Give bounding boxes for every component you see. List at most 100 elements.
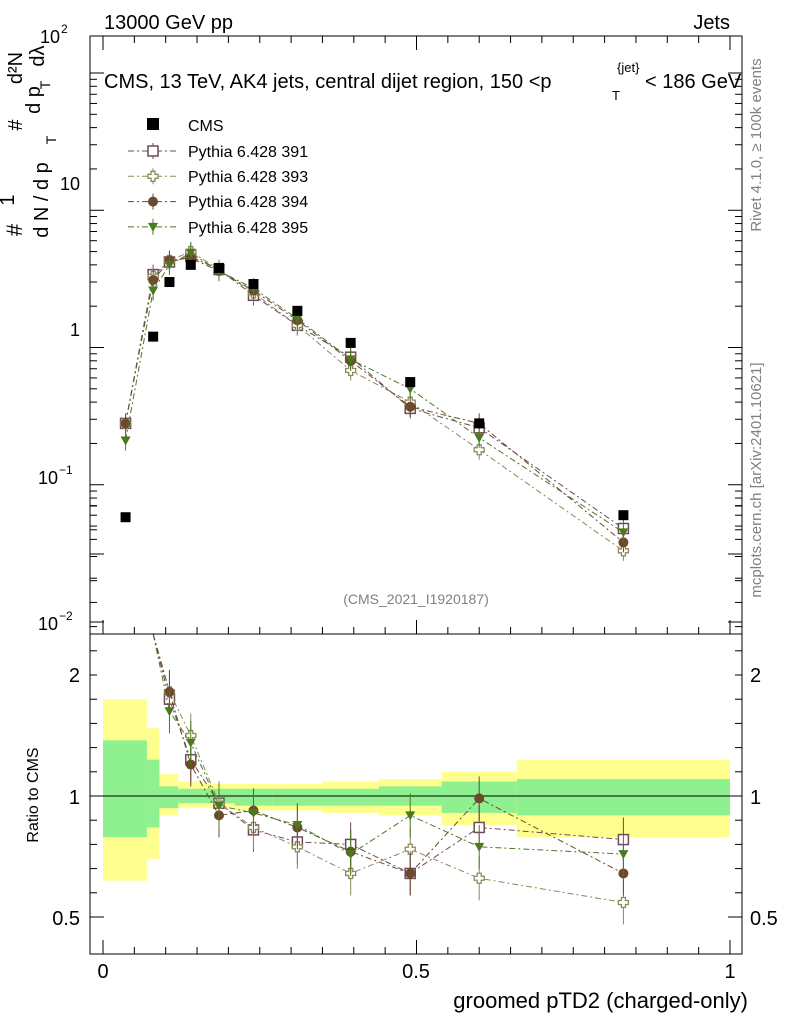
- ratio-band-inner: [272, 788, 323, 806]
- svg-text:T: T: [37, 80, 53, 89]
- ratio-point: [618, 850, 629, 860]
- plot-title: CMS, 13 TeV, AK4 jets, central dijet reg…: [104, 60, 742, 103]
- series-line-3: [125, 252, 624, 533]
- series-point: [345, 355, 356, 365]
- data-point-cms: [248, 279, 259, 290]
- ratio-point-shape: [617, 896, 630, 909]
- analysis-watermark: (CMS_2021_I1920187): [343, 591, 489, 607]
- series-point: [474, 433, 485, 443]
- svg-text:d N / d p: d N / d p: [31, 162, 53, 238]
- svg-text:d p: d p: [23, 86, 45, 114]
- data-point-cms: [185, 259, 196, 270]
- y-tick-label: 10: [60, 174, 80, 194]
- mcplots-label: mcplots.cern.ch [arXiv:2401.10621]: [748, 362, 765, 597]
- series-point: [120, 436, 131, 446]
- legend-marker-1: [147, 170, 159, 182]
- y-axis-label-ratio: Ratio to CMS: [25, 747, 42, 842]
- ratio-band-inner: [103, 740, 147, 838]
- legend-marker-1-shape: [147, 170, 159, 182]
- legend-label-cms: CMS: [188, 118, 224, 135]
- series-point-shape: [473, 444, 485, 456]
- x-axis-label: groomed pTD2 (charged-only): [453, 988, 748, 1013]
- ratio-band-inner: [322, 788, 379, 806]
- ratio-panel-series: [125, 633, 630, 925]
- y-tick-label: 10: [40, 27, 60, 47]
- legend-label-393: Pythia 6.428 393: [188, 169, 308, 186]
- legend-marker-cms: [147, 118, 159, 130]
- y-tick-label-exp: 2: [61, 22, 68, 36]
- y-tick-label: 1: [70, 320, 80, 340]
- x-tick-labels: 0 0.5 1: [97, 961, 735, 983]
- y-tick-label: 0.5: [52, 908, 80, 930]
- header-right: Jets: [693, 12, 730, 34]
- y-tick-label-right: 1: [750, 787, 761, 809]
- data-point-cms: [213, 262, 224, 273]
- axis-ticks: [90, 36, 742, 954]
- ratio-point: [213, 801, 224, 811]
- header-left: 13000 GeV pp: [104, 12, 233, 34]
- svg-text:#: #: [5, 119, 27, 131]
- series-line-2: [125, 257, 624, 543]
- ratio-line-1: [125, 633, 624, 903]
- ratio-point-shape: [473, 872, 485, 884]
- ratio-point-shape: [404, 843, 416, 855]
- legend-label-395: Pythia 6.428 395: [188, 220, 308, 237]
- data-point-cms: [148, 331, 159, 342]
- ratio-band-inner: [159, 786, 179, 809]
- ratio-band-inner: [146, 759, 160, 828]
- main-panel-series: [119, 241, 630, 561]
- ratio-line-0: [125, 633, 624, 875]
- ratio-point: [185, 738, 196, 748]
- ratio-point: [405, 811, 416, 821]
- y-tick-labels-main: 10 2 10 1 10 −1 10 −2: [38, 22, 80, 634]
- y-tick-label: 10: [38, 614, 58, 634]
- series-point: [164, 260, 175, 270]
- series-point: [148, 286, 159, 296]
- svg-text:dλ: dλ: [27, 45, 49, 66]
- data-point-cms: [618, 510, 629, 521]
- series-point: [405, 401, 416, 412]
- ratio-point: [345, 850, 356, 860]
- ratio-point: [404, 843, 416, 855]
- ratio-line-2: [125, 633, 624, 875]
- legend: CMS Pythia 6.428 391 Pythia 6.428 393 Py…: [128, 118, 308, 237]
- svg-text:d²N: d²N: [5, 52, 27, 84]
- svg-text:T: T: [43, 135, 59, 144]
- ratio-point: [473, 872, 485, 884]
- svg-text:#: #: [2, 223, 27, 236]
- plot-title-sup: {jet}: [617, 60, 640, 75]
- ratio-point: [617, 896, 630, 909]
- y-tick-label: 1: [69, 787, 80, 809]
- series-point: [473, 444, 485, 456]
- y-tick-label-right: 2: [750, 665, 761, 687]
- data-point-cms: [292, 305, 303, 316]
- ratio-band-inner: [516, 779, 730, 816]
- plot-title-main: CMS, 13 TeV, AK4 jets, central dijet reg…: [104, 71, 552, 93]
- series-point: [618, 537, 629, 548]
- ratio-bands: [90, 699, 742, 881]
- series-line-1: [125, 251, 624, 552]
- ratio-point: [405, 868, 416, 879]
- data-point-cms: [474, 418, 485, 429]
- y-tick-label-right: 0.5: [750, 908, 778, 930]
- rivet-label: Rivet 4.1.0, ≥ 100k events: [748, 58, 765, 231]
- x-tick-label: 1: [724, 961, 735, 983]
- ratio-point: [248, 808, 259, 818]
- plot-title-sub: T: [612, 88, 620, 103]
- ratio-point: [292, 821, 303, 831]
- legend-marker-3: [148, 222, 158, 232]
- y-tick-label: 10: [38, 468, 58, 488]
- ratio-point: [474, 793, 485, 804]
- data-point-cms: [164, 277, 175, 288]
- legend-marker-2: [148, 196, 158, 207]
- y-tick-label-exp: −2: [59, 609, 73, 623]
- series-point: [292, 314, 303, 324]
- y-axis-label-main: # 1 d N / d p T # d p T dλ d²N: [0, 45, 59, 237]
- data-point-cms: [345, 337, 356, 348]
- legend-label-394: Pythia 6.428 394: [188, 194, 308, 211]
- svg-text:1: 1: [0, 194, 19, 205]
- data-point-cms: [405, 377, 416, 388]
- y-tick-label-exp: −1: [59, 463, 73, 477]
- series-line-0: [125, 256, 624, 529]
